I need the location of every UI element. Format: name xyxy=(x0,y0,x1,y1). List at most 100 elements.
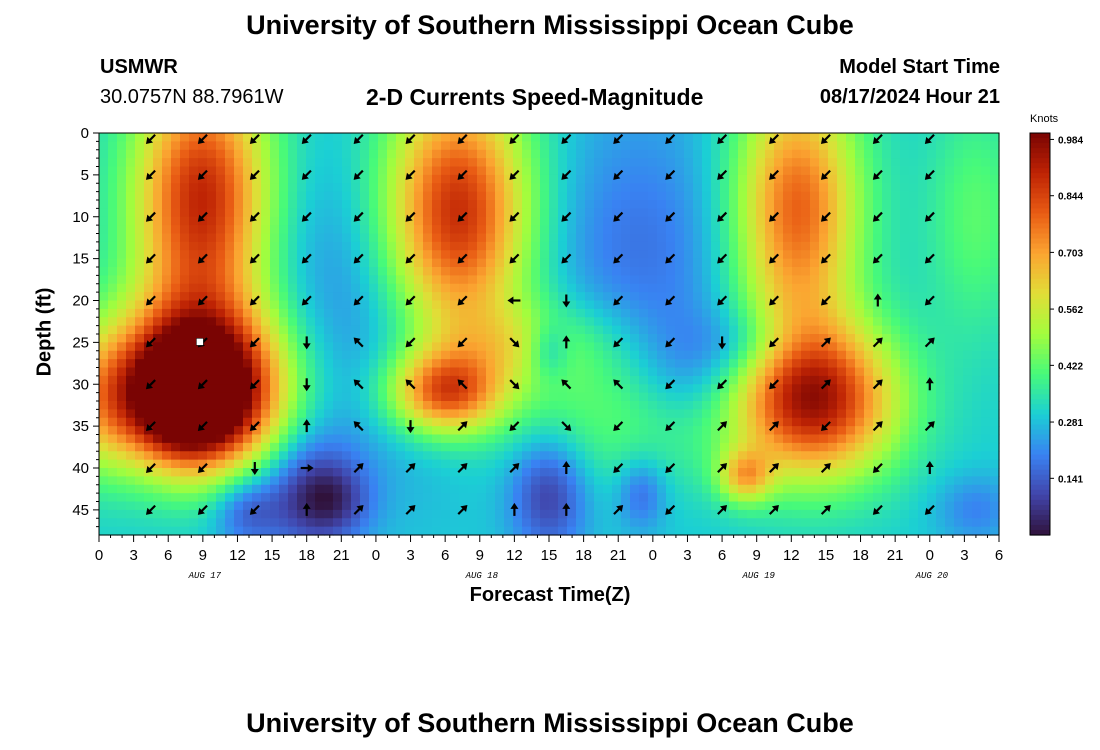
heat-cell xyxy=(675,401,685,410)
heat-cell xyxy=(918,258,928,268)
heat-cell xyxy=(369,166,379,176)
heat-cell xyxy=(135,367,145,377)
current-vector xyxy=(613,211,624,222)
heat-cell xyxy=(468,442,478,452)
heat-cell xyxy=(918,133,928,142)
heat-cell xyxy=(126,392,136,402)
heat-cell xyxy=(954,375,964,385)
heat-cell xyxy=(486,158,496,168)
heat-cell xyxy=(342,174,352,184)
heat-cell xyxy=(153,375,163,385)
heat-cell xyxy=(441,258,451,268)
heat-cell xyxy=(810,417,820,427)
heat-cell xyxy=(297,409,307,419)
heat-cell xyxy=(720,225,730,235)
heat-cell xyxy=(369,258,379,268)
heat-cell xyxy=(936,384,946,394)
heat-cell xyxy=(225,375,235,385)
heat-cell xyxy=(963,275,973,285)
heat-cell xyxy=(279,384,289,394)
heat-cell xyxy=(99,501,109,511)
heat-cell xyxy=(306,149,316,159)
heat-cell xyxy=(558,300,568,310)
heat-cell xyxy=(252,183,262,193)
heat-cell xyxy=(207,325,217,335)
heat-cell xyxy=(351,133,361,142)
heat-cell xyxy=(936,509,946,519)
heat-cell xyxy=(171,158,181,168)
heat-cell xyxy=(513,216,523,226)
heat-cell xyxy=(837,493,847,503)
heat-cell xyxy=(342,200,352,209)
heat-cell xyxy=(171,359,181,369)
heat-cell xyxy=(351,183,361,193)
heat-cell xyxy=(153,158,163,168)
heat-cell xyxy=(171,468,181,477)
heat-cell xyxy=(297,308,307,318)
heat-cell xyxy=(729,149,739,159)
heat-cell xyxy=(351,267,361,276)
heat-cell xyxy=(405,392,415,402)
heat-cell xyxy=(378,451,388,461)
heat-cell xyxy=(585,174,595,184)
heat-cell xyxy=(864,133,874,142)
heat-cell xyxy=(666,334,676,343)
heat-cell xyxy=(495,225,505,235)
heat-cell xyxy=(792,233,802,243)
heat-cell xyxy=(675,191,685,201)
heat-cell xyxy=(711,409,721,419)
heat-cell xyxy=(432,375,442,385)
current-vector xyxy=(665,379,676,390)
heat-cell xyxy=(711,200,721,209)
heat-cell xyxy=(675,325,685,335)
heat-cell xyxy=(540,484,550,494)
heat-cell xyxy=(135,459,145,469)
heat-cell xyxy=(927,526,937,536)
heat-cell xyxy=(891,317,901,327)
heat-cell xyxy=(486,409,496,419)
heat-cell xyxy=(351,308,361,318)
heat-cell xyxy=(675,476,685,486)
heat-cell xyxy=(666,325,676,335)
heat-cell xyxy=(495,133,505,142)
heat-cell xyxy=(99,526,109,536)
heat-cell xyxy=(909,317,919,327)
heat-cell xyxy=(468,350,478,360)
heat-cell xyxy=(486,468,496,477)
heat-cell xyxy=(342,434,352,444)
heat-cell xyxy=(765,484,775,494)
heat-cell xyxy=(765,325,775,335)
heat-cell xyxy=(927,342,937,352)
heat-cell xyxy=(243,158,253,168)
heat-cell xyxy=(117,501,127,511)
heat-cell xyxy=(378,459,388,469)
heat-cell xyxy=(675,183,685,193)
heat-cell xyxy=(252,493,262,503)
heat-cell xyxy=(612,225,622,235)
heat-cell xyxy=(540,267,550,276)
heat-cell xyxy=(729,166,739,176)
heat-cell xyxy=(162,451,172,461)
heat-cell xyxy=(252,317,262,327)
heat-cell xyxy=(297,359,307,369)
heat-cell xyxy=(180,526,190,536)
heat-cell xyxy=(909,493,919,503)
heat-cell xyxy=(909,501,919,511)
heat-cell xyxy=(810,468,820,477)
heat-cell xyxy=(387,258,397,268)
heat-cell xyxy=(225,241,235,251)
heat-cell xyxy=(333,417,343,427)
heat-cell xyxy=(297,283,307,293)
heat-cell xyxy=(540,451,550,461)
heat-cell xyxy=(558,241,568,251)
heat-cell xyxy=(684,258,694,268)
heat-cell xyxy=(405,442,415,452)
heat-cell xyxy=(135,283,145,293)
heat-cell xyxy=(207,200,217,209)
heat-cell xyxy=(936,334,946,343)
heat-cell xyxy=(351,401,361,410)
heat-cell xyxy=(693,208,703,218)
heat-cell xyxy=(513,484,523,494)
heat-cell xyxy=(288,166,298,176)
heat-cell xyxy=(486,317,496,327)
